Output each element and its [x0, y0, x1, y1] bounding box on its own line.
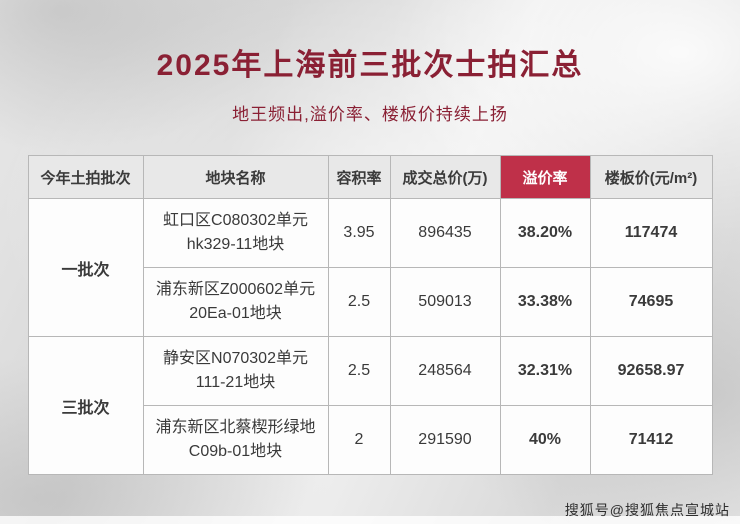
table-row: 三批次 静安区N070302单元 111-21地块 2.5 248564 32.… [27, 336, 713, 475]
far-value: 2.5 [327, 267, 391, 337]
table-row: 一批次 虹口区C080302单元 hk329-11地块 3.95 896435 … [27, 198, 713, 337]
col-header-premium-rate: 溢价率 [499, 155, 591, 199]
plot-name-line2: 111-21地块 [195, 374, 276, 391]
col-header-floor-price: 楼板价(元/m²) [589, 155, 713, 199]
plot-name-line2: 20Ea-01地块 [189, 305, 282, 322]
plot-name-line2: C09b-01地块 [188, 443, 283, 460]
plot-name-line1: 虹口区C080302单元 [163, 212, 308, 229]
col-header-plot-name: 地块名称 [142, 155, 329, 199]
floor-price-value: 74695 [589, 267, 713, 337]
bottom-strip [0, 516, 740, 524]
plot-name-line1: 静安区N070302单元 [163, 350, 308, 367]
plot-name-cell: 浦东新区北蔡楔形绿地 C09b-01地块 [142, 405, 329, 475]
total-price-value: 509013 [389, 267, 501, 337]
batch-cell: 三批次 [27, 336, 144, 475]
page-subtitle: 地王频出,溢价率、楼板价持续上扬 [232, 105, 508, 124]
far-value: 2 [327, 405, 391, 475]
premium-rate-value: 33.38% [499, 267, 591, 337]
far-value: 3.95 [327, 198, 391, 268]
plot-name-line2: hk329-11地块 [186, 236, 285, 253]
floor-price-value: 92658.97 [589, 336, 713, 406]
far-value: 2.5 [327, 336, 391, 406]
plot-name-cell: 静安区N070302单元 111-21地块 [142, 336, 329, 406]
premium-rate-value: 32.31% [499, 336, 591, 406]
premium-rate-value: 40% [499, 405, 591, 475]
page-title: 2025年上海前三批次士拍汇总 [156, 49, 584, 82]
table-header-row: 今年土拍批次 地块名称 容积率 成交总价(万) 溢价率 楼板价(元/m²) [27, 155, 713, 199]
plot-name-line1: 浦东新区北蔡楔形绿地 [155, 419, 316, 436]
plot-name-cell: 浦东新区Z000602单元 20Ea-01地块 [142, 267, 329, 337]
table-row: 浦东新区北蔡楔形绿地 C09b-01地块 2 291590 40% 71412 [28, 405, 713, 475]
total-price-value: 291590 [389, 405, 501, 475]
col-header-total-price: 成交总价(万) [389, 155, 501, 199]
batch-cell: 一批次 [27, 198, 144, 337]
watermark: 搜狐号@搜狐焦点宣城站 [564, 502, 730, 518]
plot-name-cell: 虹口区C080302单元 hk329-11地块 [142, 198, 329, 268]
floor-price-value: 117474 [589, 198, 713, 268]
col-header-batch: 今年土拍批次 [27, 155, 144, 199]
plot-name-line1: 浦东新区Z000602单元 [155, 281, 316, 298]
land-auction-table: 今年土拍批次 地块名称 容积率 成交总价(万) 溢价率 楼板价(元/m²) 一批… [27, 155, 713, 475]
total-price-value: 248564 [389, 336, 501, 406]
floor-price-value: 71412 [589, 405, 713, 475]
col-header-far: 容积率 [327, 155, 391, 199]
table-row: 浦东新区Z000602单元 20Ea-01地块 2.5 509013 33.38… [28, 267, 713, 337]
total-price-value: 896435 [389, 198, 501, 268]
premium-rate-value: 38.20% [499, 198, 591, 268]
